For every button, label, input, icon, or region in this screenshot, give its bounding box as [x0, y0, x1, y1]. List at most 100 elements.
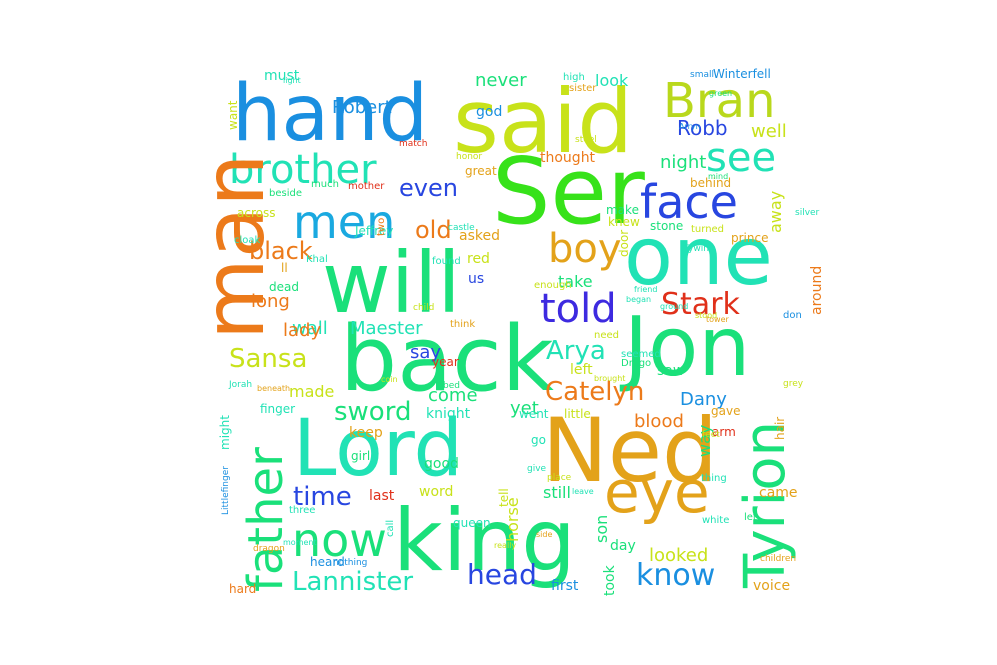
word-even: even [399, 174, 458, 202]
word-jon: Jon [619, 300, 750, 395]
word-friend: friend [634, 285, 657, 294]
word-now: now [292, 513, 387, 567]
word-tower: tower [706, 315, 729, 324]
word-knew: knew [608, 215, 640, 229]
word-asked: asked [459, 228, 500, 244]
word-took: took [602, 564, 618, 596]
word-will: will [322, 234, 461, 332]
word-girl: girl [351, 449, 370, 463]
word-turned: turned [691, 224, 724, 235]
word-three: three [289, 505, 315, 516]
word-father: father [238, 447, 294, 592]
word-khal: Khal [306, 254, 328, 265]
word-stark: Stark [661, 287, 741, 322]
word-door: door [617, 230, 631, 257]
word-say: say [410, 342, 441, 363]
word-wall: wall [292, 318, 328, 339]
word-robb: Robb [677, 116, 728, 140]
word-think: think [450, 319, 475, 330]
word-don: don [783, 310, 802, 321]
word-call: call [385, 520, 396, 537]
word-lady: lady [283, 320, 321, 341]
word-make: make [606, 203, 639, 217]
word-ground: ground [660, 302, 688, 311]
word-jorah: Jorah [228, 380, 252, 390]
word-head: head [467, 558, 537, 591]
word-dead: dead [269, 280, 299, 294]
word-hair: hair [773, 417, 787, 440]
word-well: well [751, 121, 787, 142]
word-time: time [293, 482, 352, 512]
word-steel: steel [575, 135, 597, 145]
word-knight: knight [426, 406, 471, 422]
word-maester: Maester [350, 318, 423, 339]
word-still: still [543, 483, 571, 502]
word-good: good [424, 456, 459, 472]
word-across: across [237, 206, 275, 220]
word-night: night [660, 152, 706, 173]
word-place: place [547, 473, 572, 483]
word-around: around [809, 266, 825, 315]
word-lord: Lord [293, 404, 463, 494]
word-found: found [432, 256, 461, 267]
word-horse: horse [503, 497, 522, 542]
word-two: two [376, 218, 387, 236]
word-little: little [564, 407, 591, 421]
word-enough: enough [534, 280, 572, 291]
word-back: back [340, 307, 554, 412]
word-black: black [249, 237, 313, 265]
word-way: way [695, 425, 714, 457]
word-go: go [531, 433, 546, 447]
word-silver: silver [795, 208, 820, 218]
word-arm: arm [712, 425, 736, 439]
word-know: know [636, 558, 715, 593]
word-heard: heard [310, 555, 345, 569]
word-take: take [558, 272, 593, 291]
word-high: high [563, 72, 585, 83]
word-honor: honor [456, 152, 482, 162]
word-match: match [399, 139, 427, 149]
word-came: came [759, 485, 798, 501]
word-gave: gave [711, 404, 740, 418]
word-leave: leave [572, 487, 594, 496]
word-thing: thing [701, 473, 727, 484]
word-men: men [293, 195, 395, 249]
word-began: began [626, 295, 651, 304]
word-sansa: Sansa [229, 344, 307, 374]
word-drogo: Drogo [621, 358, 651, 369]
word-last: last [369, 488, 395, 504]
word-boy: boy [548, 226, 622, 272]
word-sword: sword [334, 397, 411, 427]
word-must: must [264, 68, 300, 84]
word-great: great [465, 164, 497, 178]
word-children: children [760, 554, 796, 564]
word-thought: thought [540, 150, 596, 166]
word-never: never [475, 70, 527, 91]
word-light: light [283, 76, 301, 85]
word-behind: behind [690, 176, 731, 190]
word-left: left [570, 362, 593, 378]
word-brought: brought [594, 374, 625, 383]
word-son: son [592, 515, 611, 543]
word-ser: Ser [492, 138, 645, 245]
word-ll: ll [281, 261, 288, 275]
word-us: us [468, 271, 484, 287]
word-keep: keep [349, 425, 383, 441]
word-stood: stood [695, 311, 717, 320]
word-side: side [536, 530, 552, 539]
word-queen: queen [453, 516, 491, 530]
word-mind: mind [708, 172, 728, 181]
word-eye: eye [604, 458, 710, 526]
word-stone: stone [650, 219, 683, 233]
word-green: green [709, 89, 732, 98]
word-look: look [595, 71, 629, 90]
word-old: old [415, 216, 452, 244]
word-away: away [766, 191, 785, 233]
word-dragon: dragon [253, 544, 285, 554]
word-winterfell: Winterfell [713, 67, 771, 81]
word-told: told [540, 286, 617, 332]
word-arya: Arya [546, 336, 606, 366]
word-might: might [218, 415, 232, 450]
word-hand: hand [232, 69, 428, 159]
